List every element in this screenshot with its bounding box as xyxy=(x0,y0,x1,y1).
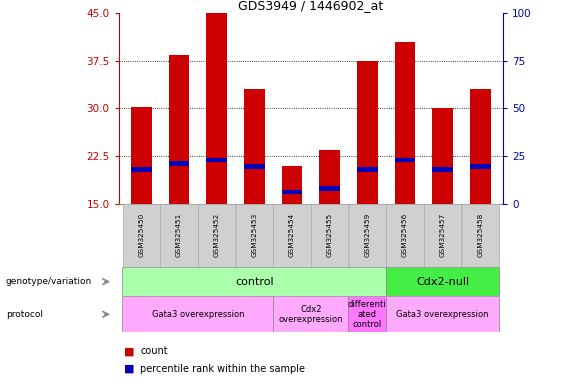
Bar xyxy=(273,204,311,267)
Text: GSM325457: GSM325457 xyxy=(440,213,446,257)
Bar xyxy=(273,296,349,332)
Bar xyxy=(281,166,302,204)
Bar xyxy=(206,158,227,162)
Text: GSM325455: GSM325455 xyxy=(327,213,333,257)
Text: control: control xyxy=(235,276,273,287)
Text: GSM325452: GSM325452 xyxy=(214,213,220,257)
Bar xyxy=(349,296,386,332)
Bar xyxy=(319,186,340,191)
Text: protocol: protocol xyxy=(6,310,42,319)
Bar xyxy=(357,61,377,204)
Text: GSM325454: GSM325454 xyxy=(289,213,295,257)
Bar xyxy=(432,167,453,172)
Bar xyxy=(198,204,235,267)
Bar xyxy=(357,167,377,172)
Bar xyxy=(319,150,340,204)
Bar xyxy=(470,164,490,169)
Bar xyxy=(386,204,424,267)
Bar xyxy=(244,89,264,204)
Title: GDS3949 / 1446902_at: GDS3949 / 1446902_at xyxy=(238,0,384,12)
Bar xyxy=(160,204,198,267)
Bar xyxy=(236,204,273,267)
Bar xyxy=(349,204,386,267)
Text: GSM325458: GSM325458 xyxy=(477,213,483,257)
Text: GSM325456: GSM325456 xyxy=(402,213,408,257)
Bar xyxy=(386,296,499,332)
Bar xyxy=(424,204,461,267)
Bar xyxy=(244,164,264,169)
Bar xyxy=(462,204,499,267)
Text: Cdx2
overexpression: Cdx2 overexpression xyxy=(279,305,343,324)
Bar xyxy=(311,204,348,267)
Bar xyxy=(206,13,227,204)
Bar xyxy=(131,167,151,172)
Text: GSM325450: GSM325450 xyxy=(138,213,144,257)
Bar xyxy=(123,296,273,332)
Text: ■: ■ xyxy=(124,346,135,356)
Bar xyxy=(168,55,189,204)
Bar xyxy=(432,109,453,204)
Bar xyxy=(394,158,415,162)
Bar xyxy=(386,267,499,296)
Text: count: count xyxy=(140,346,168,356)
Text: Cdx2-null: Cdx2-null xyxy=(416,276,469,287)
Text: percentile rank within the sample: percentile rank within the sample xyxy=(140,364,305,374)
Bar xyxy=(168,161,189,166)
Text: GSM325451: GSM325451 xyxy=(176,213,182,257)
Text: GSM325459: GSM325459 xyxy=(364,213,370,257)
Bar xyxy=(123,267,386,296)
Bar xyxy=(131,107,151,204)
Text: Gata3 overexpression: Gata3 overexpression xyxy=(151,310,244,319)
Bar xyxy=(394,42,415,204)
Text: ■: ■ xyxy=(124,364,135,374)
Bar xyxy=(470,89,490,204)
Text: GSM325453: GSM325453 xyxy=(251,213,257,257)
Text: Gata3 overexpression: Gata3 overexpression xyxy=(396,310,489,319)
Bar xyxy=(281,190,302,194)
Bar xyxy=(123,204,160,267)
Text: differenti
ated
control: differenti ated control xyxy=(348,300,386,328)
Text: genotype/variation: genotype/variation xyxy=(6,277,92,286)
